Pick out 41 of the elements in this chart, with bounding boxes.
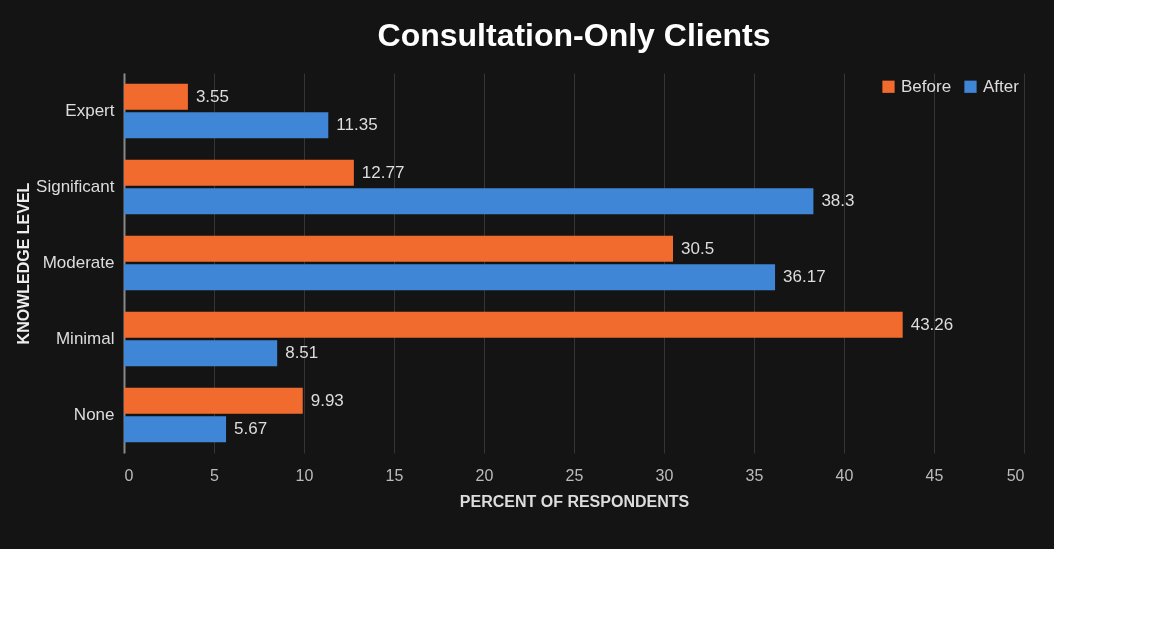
- data-label: 12.77: [361, 162, 405, 182]
- x-tick-label: 35: [745, 466, 764, 484]
- data-label: 8.51: [285, 343, 319, 363]
- bar: [124, 340, 278, 367]
- data-label: 11.35: [336, 115, 378, 135]
- y-tick-label: Minimal: [55, 329, 115, 348]
- y-tick-label: Expert: [65, 101, 115, 120]
- x-tick-label: 50: [1006, 466, 1025, 484]
- y-tick-label: Moderate: [42, 253, 115, 272]
- y-axis-title: KNOWLEDGE LEVEL: [15, 182, 33, 345]
- data-label: 36.17: [783, 267, 826, 287]
- x-tick-label: 20: [475, 466, 494, 484]
- bar: [124, 235, 673, 262]
- data-label: 5.67: [234, 419, 268, 439]
- data-label: 9.93: [310, 390, 344, 410]
- chart-title: Consultation-Only Clients: [377, 17, 771, 53]
- y-tick-label: Significant: [36, 177, 115, 196]
- bar: [124, 264, 776, 291]
- x-tick-label: 30: [655, 466, 674, 484]
- bar: [124, 188, 814, 215]
- data-label: 3.55: [195, 86, 229, 106]
- data-label: 30.5: [681, 238, 715, 258]
- x-tick-label: 10: [295, 466, 314, 484]
- x-tick-label: 15: [385, 466, 404, 484]
- x-tick-label: 0: [124, 466, 134, 484]
- bar: [124, 416, 227, 443]
- bar: [124, 83, 188, 110]
- data-label: 43.26: [910, 314, 954, 334]
- x-axis-title: PERCENT OF RESPONDENTS: [459, 492, 690, 510]
- x-tick-label: 45: [925, 466, 944, 484]
- x-tick-label: 5: [210, 466, 220, 484]
- y-tick-label: None: [73, 405, 115, 424]
- x-tick-label: 40: [835, 466, 854, 484]
- bar: [124, 112, 329, 139]
- bar: [124, 159, 354, 186]
- bar: [124, 387, 303, 414]
- legend-label: After: [983, 76, 1020, 96]
- x-tick-label: 25: [565, 466, 584, 484]
- bar: [124, 311, 903, 338]
- data-label: 38.3: [821, 191, 855, 211]
- legend-label: Before: [901, 76, 952, 96]
